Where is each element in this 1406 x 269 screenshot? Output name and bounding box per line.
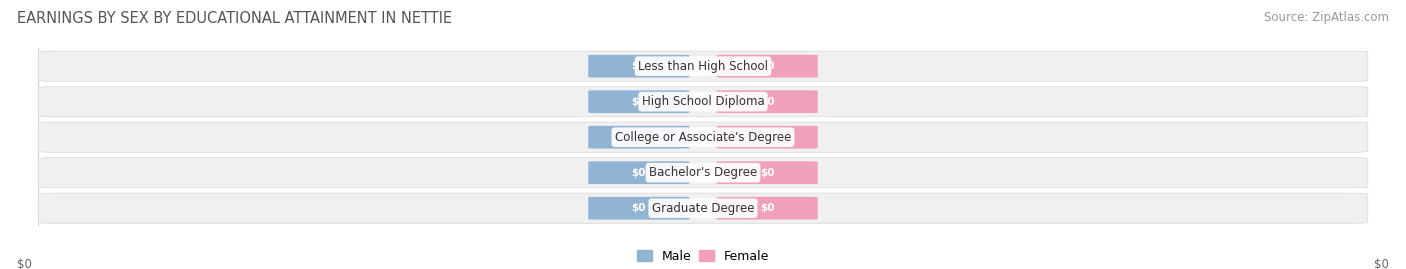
Text: $0: $0 [631, 168, 647, 178]
Text: College or Associate's Degree: College or Associate's Degree [614, 131, 792, 144]
FancyBboxPatch shape [588, 55, 689, 77]
Text: $0: $0 [631, 132, 647, 142]
FancyBboxPatch shape [588, 126, 689, 148]
Text: $0: $0 [1374, 258, 1389, 269]
FancyBboxPatch shape [717, 126, 818, 148]
Text: $0: $0 [759, 97, 775, 107]
Text: Less than High School: Less than High School [638, 60, 768, 73]
Text: $0: $0 [631, 61, 647, 71]
FancyBboxPatch shape [588, 90, 689, 113]
FancyBboxPatch shape [588, 197, 689, 220]
FancyBboxPatch shape [588, 161, 689, 184]
FancyBboxPatch shape [717, 90, 818, 113]
Text: High School Diploma: High School Diploma [641, 95, 765, 108]
FancyBboxPatch shape [38, 193, 1368, 223]
Text: Graduate Degree: Graduate Degree [652, 202, 754, 215]
Text: Bachelor's Degree: Bachelor's Degree [650, 166, 756, 179]
Legend: Male, Female: Male, Female [637, 250, 769, 263]
FancyBboxPatch shape [38, 51, 1368, 81]
FancyBboxPatch shape [717, 55, 818, 77]
FancyBboxPatch shape [717, 161, 818, 184]
Text: $0: $0 [759, 203, 775, 213]
Text: $0: $0 [759, 132, 775, 142]
Text: EARNINGS BY SEX BY EDUCATIONAL ATTAINMENT IN NETTIE: EARNINGS BY SEX BY EDUCATIONAL ATTAINMEN… [17, 11, 451, 26]
FancyBboxPatch shape [38, 122, 1368, 152]
Text: $0: $0 [759, 168, 775, 178]
Text: Source: ZipAtlas.com: Source: ZipAtlas.com [1264, 11, 1389, 24]
Text: $0: $0 [759, 61, 775, 71]
FancyBboxPatch shape [38, 87, 1368, 117]
FancyBboxPatch shape [717, 197, 818, 220]
Text: $0: $0 [631, 203, 647, 213]
FancyBboxPatch shape [38, 158, 1368, 188]
Text: $0: $0 [17, 258, 32, 269]
Text: $0: $0 [631, 97, 647, 107]
